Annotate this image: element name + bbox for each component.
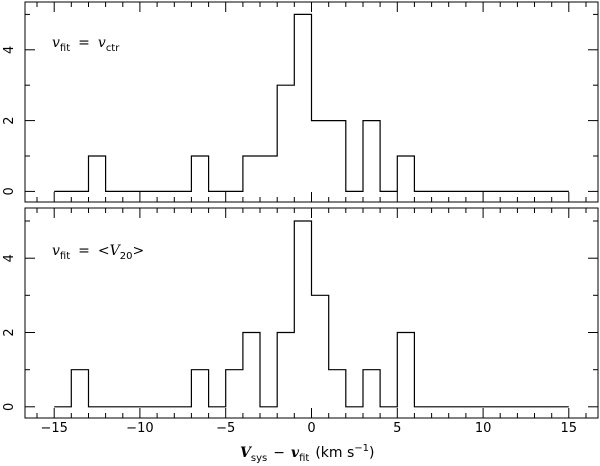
bottom-panel-y-tick-labels: 0 2 4 <box>2 254 17 411</box>
x-tick-label: −5 <box>216 421 235 436</box>
top-panel-annotation: vfit = vctr <box>52 35 120 54</box>
x-tick-label: −10 <box>126 421 153 436</box>
top-panel: 0 2 4 vfit = vctr <box>2 1 599 203</box>
bottom-y-tick-label: 2 <box>2 328 17 336</box>
bottom-y-tick-label: 4 <box>2 254 17 262</box>
top-panel-ticks <box>25 2 598 202</box>
x-tick-label: −15 <box>40 421 67 436</box>
top-histogram-steps <box>54 13 569 192</box>
x-tick-label: 15 <box>561 421 578 436</box>
x-axis-label: Vsys − vfit (km s−1) <box>240 443 375 464</box>
bottom-panel-annotation: vfit = <V20> <box>52 243 144 262</box>
bottom-panel-ticks <box>25 208 598 418</box>
top-y-tick-label: 4 <box>2 46 17 54</box>
bottom-panel: 0 2 4 −15 −10 −5 0 5 10 15 vfit = <V20> <box>2 207 599 436</box>
x-tick-label: 10 <box>475 421 492 436</box>
x-tick-labels: −15 −10 −5 0 5 10 15 <box>40 421 577 436</box>
x-tick-label: 0 <box>307 421 315 436</box>
top-y-tick-label: 2 <box>2 116 17 124</box>
bottom-y-tick-label: 0 <box>2 403 17 411</box>
top-panel-y-tick-labels: 0 2 4 <box>2 46 17 196</box>
top-y-tick-label: 0 <box>2 187 17 195</box>
x-tick-label: 5 <box>393 421 401 436</box>
bottom-histogram-steps <box>54 220 569 408</box>
